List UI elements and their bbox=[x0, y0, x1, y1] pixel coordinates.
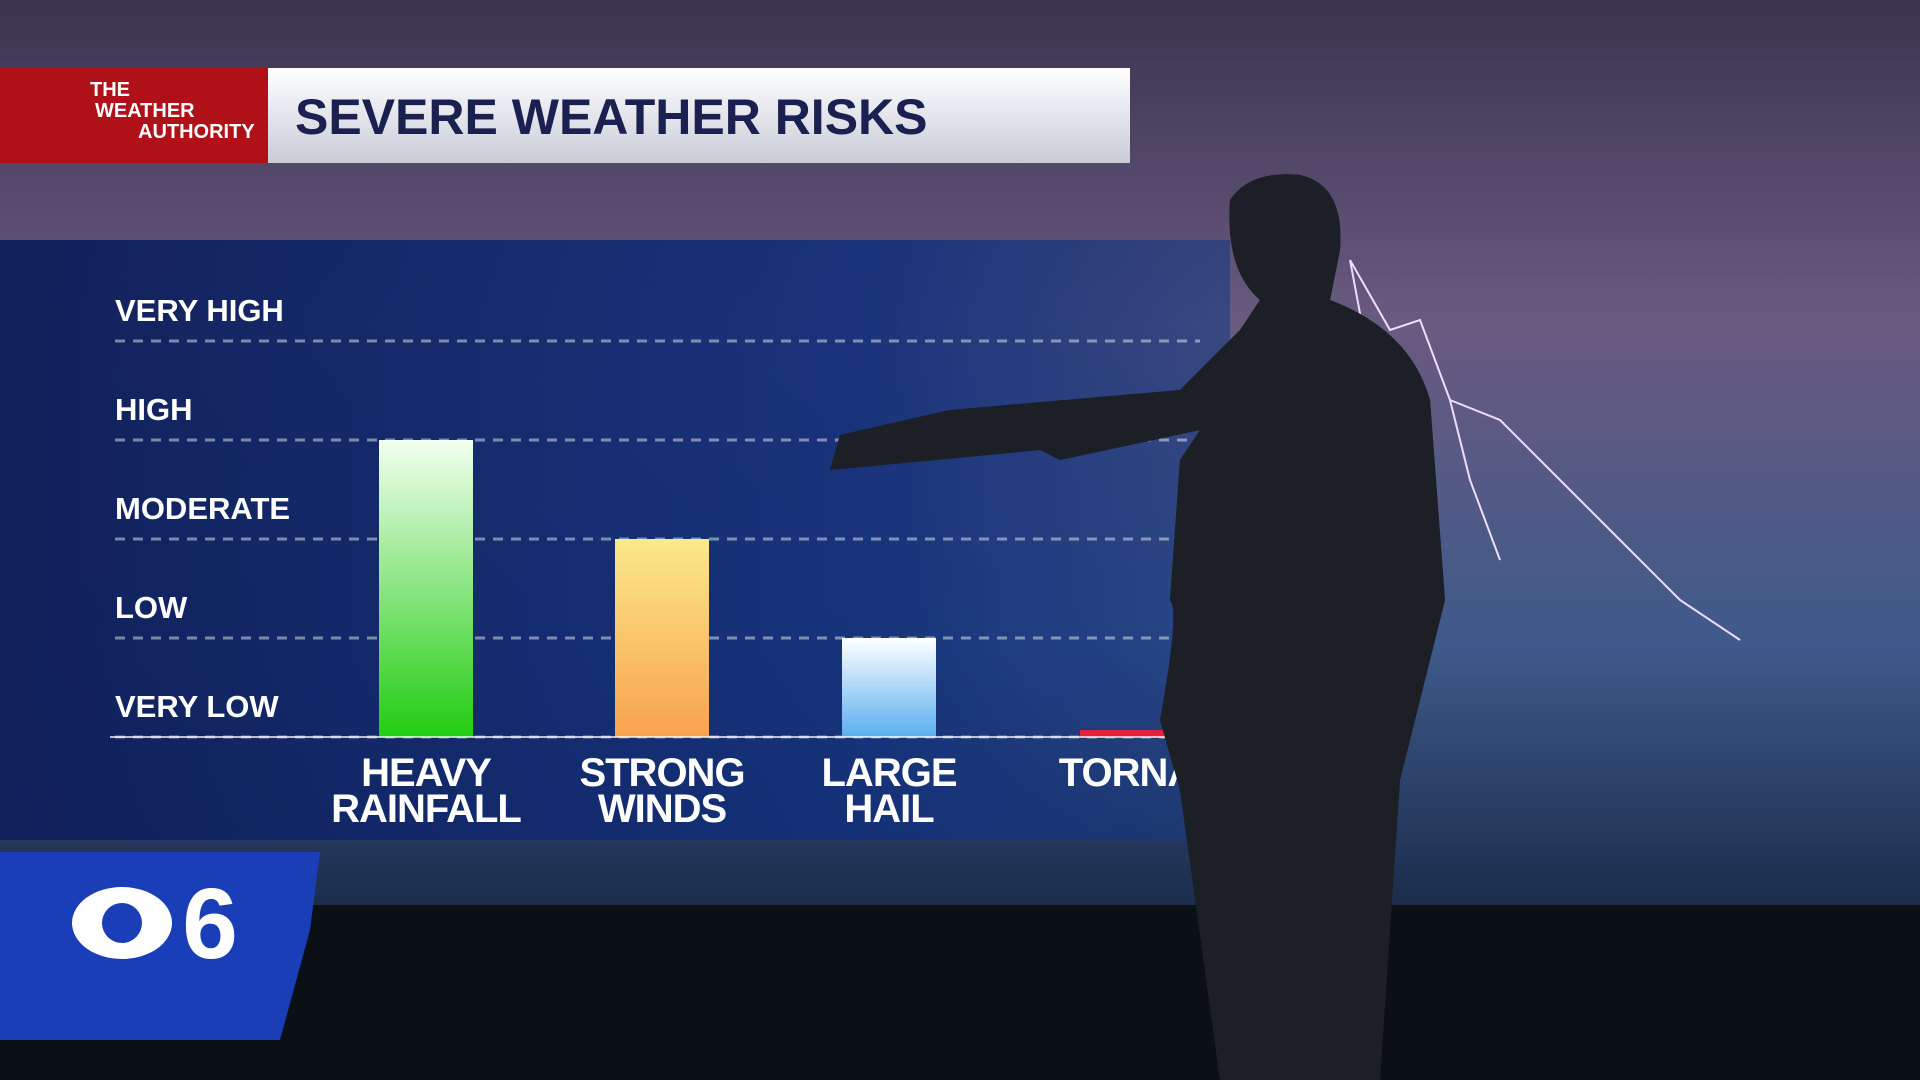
title: SEVERE WEATHER RISKS bbox=[295, 89, 928, 145]
bar bbox=[615, 539, 709, 737]
bar bbox=[1080, 730, 1174, 737]
ground bbox=[0, 905, 1920, 1080]
presenter bbox=[830, 174, 1445, 1080]
cbs-eye bbox=[102, 903, 142, 943]
bar bbox=[842, 638, 936, 737]
y-tick-label: MODERATE bbox=[115, 491, 290, 526]
y-tick-label: VERY LOW bbox=[115, 689, 279, 724]
brand-text: AUTHORITY bbox=[138, 121, 255, 143]
y-tick-label: LOW bbox=[115, 590, 188, 625]
bar bbox=[379, 440, 473, 737]
brand-box bbox=[0, 68, 268, 163]
station-channel: 6 bbox=[182, 868, 238, 980]
brand-text: WEATHER bbox=[95, 100, 195, 122]
x-tick-label: HEAVY RAINFALL bbox=[331, 751, 522, 831]
y-tick-label: VERY HIGH bbox=[115, 293, 284, 328]
y-tick-label: HIGH bbox=[115, 392, 193, 427]
x-tick-label: LARGE HAIL bbox=[821, 751, 958, 831]
x-tick-label: STRONG WINDS bbox=[579, 751, 745, 831]
brand-text: THE bbox=[90, 79, 130, 101]
